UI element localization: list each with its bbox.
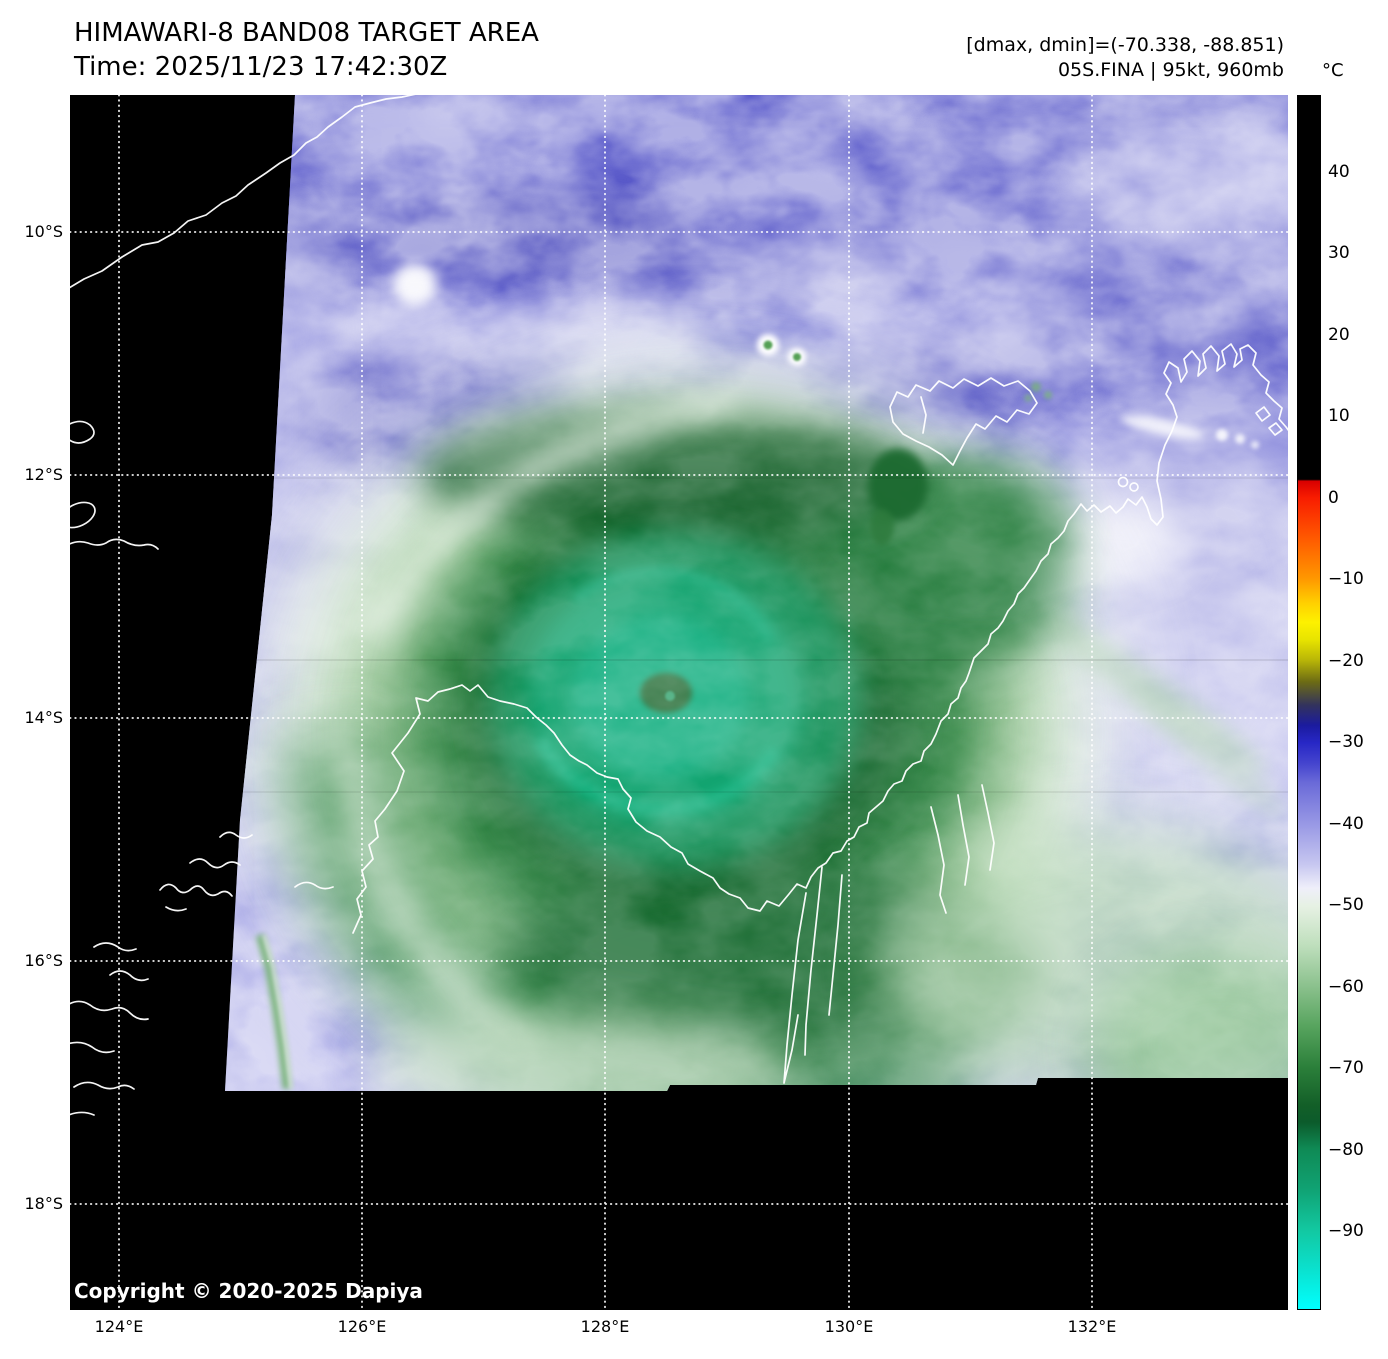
cloud-field <box>225 95 1288 1091</box>
coastline-australia-mainland <box>352 343 1288 934</box>
lat-tick-label: 14°S <box>24 708 63 727</box>
colorbar-tick: −50 <box>1328 895 1364 915</box>
coastline-sw-islands <box>70 942 149 1116</box>
colorbar-tick: 30 <box>1328 243 1350 263</box>
colorbar-tick: −40 <box>1328 814 1364 834</box>
lon-tick-label: 130°E <box>824 1317 874 1336</box>
storm-info-label: 05S.FINA | 95kt, 960mb <box>1057 59 1284 81</box>
satellite-scene <box>70 95 1288 1310</box>
colorbar-tick: −10 <box>1328 569 1364 589</box>
colorbar-tick: 0 <box>1328 488 1339 508</box>
satellite-map <box>70 95 1288 1310</box>
coastline-king-sound-inlets <box>783 866 843 1084</box>
copyright-watermark: Copyright © 2020-2025 Dapiya <box>74 1279 423 1303</box>
lat-tick-label: 12°S <box>24 465 63 484</box>
annotation-block: [dmax, dmin]=(-70.338, -88.851) 05S.FINA … <box>966 33 1284 83</box>
colorbar-tick: −90 <box>1328 1221 1364 1241</box>
coastline-vernon-island <box>1117 476 1129 488</box>
coastline-buccaneer-archipelago <box>159 831 334 912</box>
colorbar-unit-label: °C <box>1322 60 1344 81</box>
colorbar-tick: −30 <box>1328 732 1364 752</box>
page-title: HIMAWARI-8 BAND08 TARGET AREA <box>74 18 539 48</box>
lon-tick-label: 128°E <box>580 1317 630 1336</box>
colorbar-tick: 20 <box>1328 325 1350 345</box>
lon-tick-label: 132°E <box>1067 1317 1117 1336</box>
lon-tick-label: 126°E <box>337 1317 387 1336</box>
coastline-rote-island <box>70 501 96 529</box>
colorbar-tick: −20 <box>1328 651 1364 671</box>
colorbar-gradient <box>1297 95 1321 1310</box>
coastline-tiwi-islands <box>889 377 1038 466</box>
colorbar-tick: −80 <box>1328 1140 1364 1160</box>
lat-tick-label: 18°S <box>24 1194 63 1213</box>
dmax-dmin-label: [dmax, dmin]=(-70.338, -88.851) <box>966 34 1284 56</box>
coastline-small-islands <box>1255 406 1283 436</box>
colorbar-tick: 40 <box>1328 162 1350 182</box>
colorbar-tick: −60 <box>1328 977 1364 997</box>
gridlines-layer <box>70 95 1288 1310</box>
coastline-timor <box>70 95 416 289</box>
coastline-kimberley-inlets <box>930 784 995 914</box>
timestamp: Time: 2025/11/23 17:42:30Z <box>74 52 448 82</box>
coastline-timor-bay <box>70 420 95 444</box>
colorbar-tick: 10 <box>1328 406 1350 426</box>
lat-tick-label: 16°S <box>24 951 63 970</box>
coastline-timor-sw <box>70 538 159 550</box>
coastlines-layer <box>70 95 1288 1116</box>
colorbar-tick: −70 <box>1328 1058 1364 1078</box>
coastline-vernon-island-2 <box>1129 482 1139 492</box>
lat-tick-label: 10°S <box>24 222 63 241</box>
lon-tick-label: 124°E <box>94 1317 144 1336</box>
title-block: HIMAWARI-8 BAND08 TARGET AREA Time: 2025/… <box>74 16 539 84</box>
